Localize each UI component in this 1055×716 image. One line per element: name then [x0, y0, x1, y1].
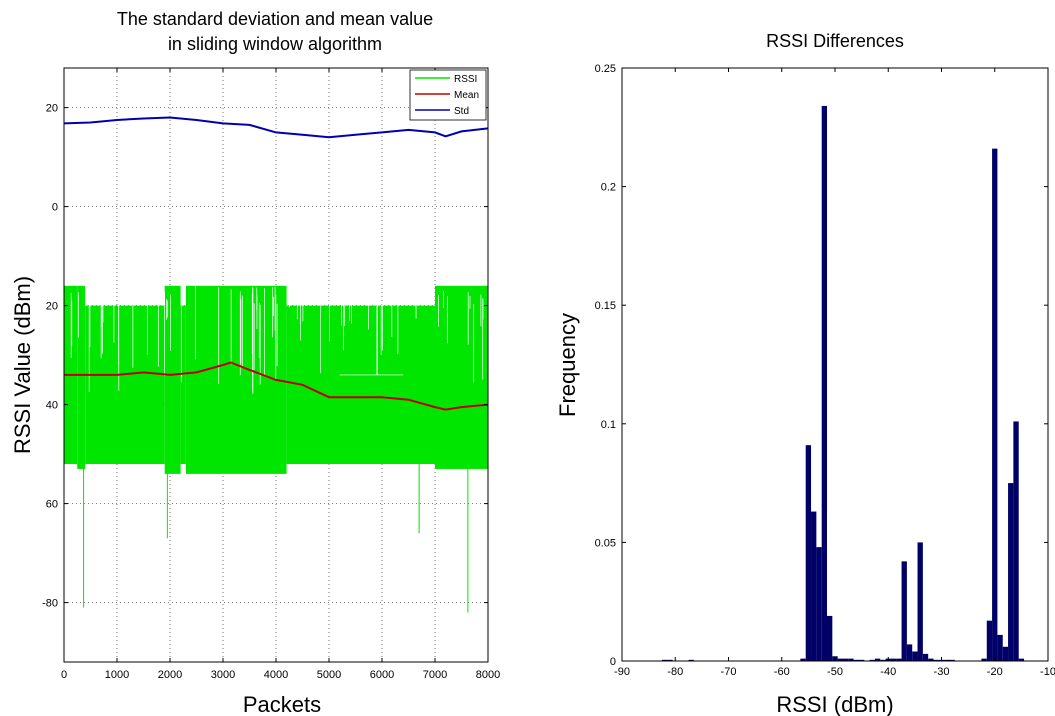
histogram-bar	[906, 644, 913, 661]
histogram-bar	[853, 659, 859, 661]
histogram-bar	[986, 620, 993, 661]
histogram-bar	[805, 445, 812, 661]
histogram-bar	[928, 658, 934, 661]
right-y-tick-label: 0.2	[601, 182, 616, 194]
right-ticks: -90 -80 -70 -60 -50 -40 -30 -20 -10 0 0.05 0.1 0.15 0…	[595, 63, 1055, 678]
right-x-tick-label: -80	[667, 666, 683, 678]
histogram-bar	[661, 659, 668, 661]
left-x-tick-label: 3000	[211, 669, 235, 681]
histogram-bar	[842, 658, 849, 661]
left-x-tick-label: 4000	[264, 669, 288, 681]
left-ticks: 0 1000 2000 3000 4000 5000 6000 7000 8000 20 0 20 40…	[42, 68, 500, 681]
rssi-series	[64, 285, 488, 613]
histogram-bar	[688, 659, 694, 661]
left-y-tick-label: -80	[42, 598, 58, 610]
right-x-tick-label: -70	[721, 666, 737, 678]
histogram-bar	[880, 659, 886, 661]
histogram-bar	[890, 658, 897, 661]
left-chart: The standard deviation and mean value in…	[10, 9, 500, 716]
histogram-bar	[821, 105, 828, 661]
rssi-band	[286, 305, 329, 464]
right-y-tick-label: 0.05	[595, 537, 616, 549]
right-x-axis-label: RSSI (dBm)	[776, 692, 893, 716]
right-x-tick-label: -10	[1040, 666, 1055, 678]
legend-label-mean: Mean	[454, 90, 479, 101]
left-y-tick-label: 20	[46, 103, 58, 115]
left-y-tick-label: 20	[46, 301, 58, 313]
histogram-bar	[1002, 646, 1009, 661]
histogram-bars	[661, 105, 1025, 661]
right-x-tick-label: -20	[987, 666, 1003, 678]
line-series	[63, 116, 489, 411]
histogram-bar	[949, 659, 955, 661]
left-x-tick-label: 0	[61, 669, 67, 681]
histogram-bar	[896, 658, 902, 661]
histogram-bar	[848, 658, 854, 661]
histogram-bar	[922, 653, 929, 661]
rssi-overlay-band	[339, 374, 404, 464]
left-y-tick-label: 0	[52, 202, 58, 214]
right-x-tick-label: -90	[614, 666, 630, 678]
left-x-tick-label: 6000	[370, 669, 394, 681]
left-x-tick-label: 5000	[317, 669, 341, 681]
rssi-band	[164, 285, 181, 474]
histogram-bar	[981, 658, 987, 661]
right-x-tick-label: -30	[934, 666, 950, 678]
left-x-axis-label: Packets	[243, 692, 321, 716]
right-x-tick-label: -50	[827, 666, 843, 678]
left-x-tick-label: 1000	[105, 669, 129, 681]
histogram-bar	[816, 547, 822, 661]
histogram-bar	[800, 658, 806, 661]
histogram-bar	[667, 659, 673, 661]
histogram-bar	[1008, 483, 1014, 661]
left-chart-title-line-1: The standard deviation and mean value	[117, 9, 433, 29]
left-y-tick-label: 40	[46, 400, 58, 412]
rssi-band	[180, 305, 186, 464]
histogram-bar	[874, 658, 881, 661]
histogram-bar	[858, 659, 865, 661]
histogram-bar	[997, 634, 1003, 661]
legend-label-std: Std	[454, 106, 469, 117]
histogram-bar	[827, 615, 833, 661]
right-plot-frame	[621, 67, 1049, 662]
histogram-bar	[1018, 658, 1025, 661]
right-y-tick-label: 0.25	[595, 63, 616, 75]
legend: RSSI Mean Std	[409, 69, 487, 121]
left-x-tick-label: 8000	[476, 669, 500, 681]
histogram-bar	[837, 658, 843, 661]
rssi-band	[77, 285, 86, 469]
histogram-bar	[992, 148, 998, 661]
histogram-bar	[869, 659, 875, 661]
histogram-bar	[944, 659, 950, 661]
legend-label-rssi: RSSI	[454, 74, 477, 85]
left-x-tick-label: 2000	[158, 669, 182, 681]
right-y-tick-label: 0	[610, 656, 616, 668]
right-chart-title: RSSI Differences	[766, 31, 904, 51]
std-line	[63, 116, 489, 139]
rssi-band	[117, 305, 165, 464]
right-chart: RSSI Differences -90 -80 -70 -60 -50 -40 -30 -2…	[555, 31, 1055, 716]
rssi-band	[435, 285, 488, 469]
histogram-bar	[912, 651, 918, 661]
mean-line	[64, 361, 489, 411]
left-y-axis-label: RSSI Value (dBm)	[10, 276, 35, 454]
left-chart-title-line-2: in sliding window algorithm	[168, 34, 382, 54]
histogram-bar	[917, 542, 923, 661]
right-x-tick-label: -40	[880, 666, 896, 678]
rssi-band	[185, 285, 287, 474]
right-y-tick-label: 0.1	[601, 419, 616, 431]
left-y-tick-label: 60	[46, 499, 58, 511]
histogram-bar	[811, 511, 817, 661]
right-x-tick-label: -60	[774, 666, 790, 678]
histogram-bar	[901, 561, 907, 661]
right-y-tick-label: 0.15	[595, 300, 616, 312]
left-x-tick-label: 7000	[423, 669, 447, 681]
right-y-axis-label: Frequency	[555, 313, 580, 417]
histogram-bar	[1013, 421, 1019, 661]
histogram-bar	[933, 659, 939, 661]
